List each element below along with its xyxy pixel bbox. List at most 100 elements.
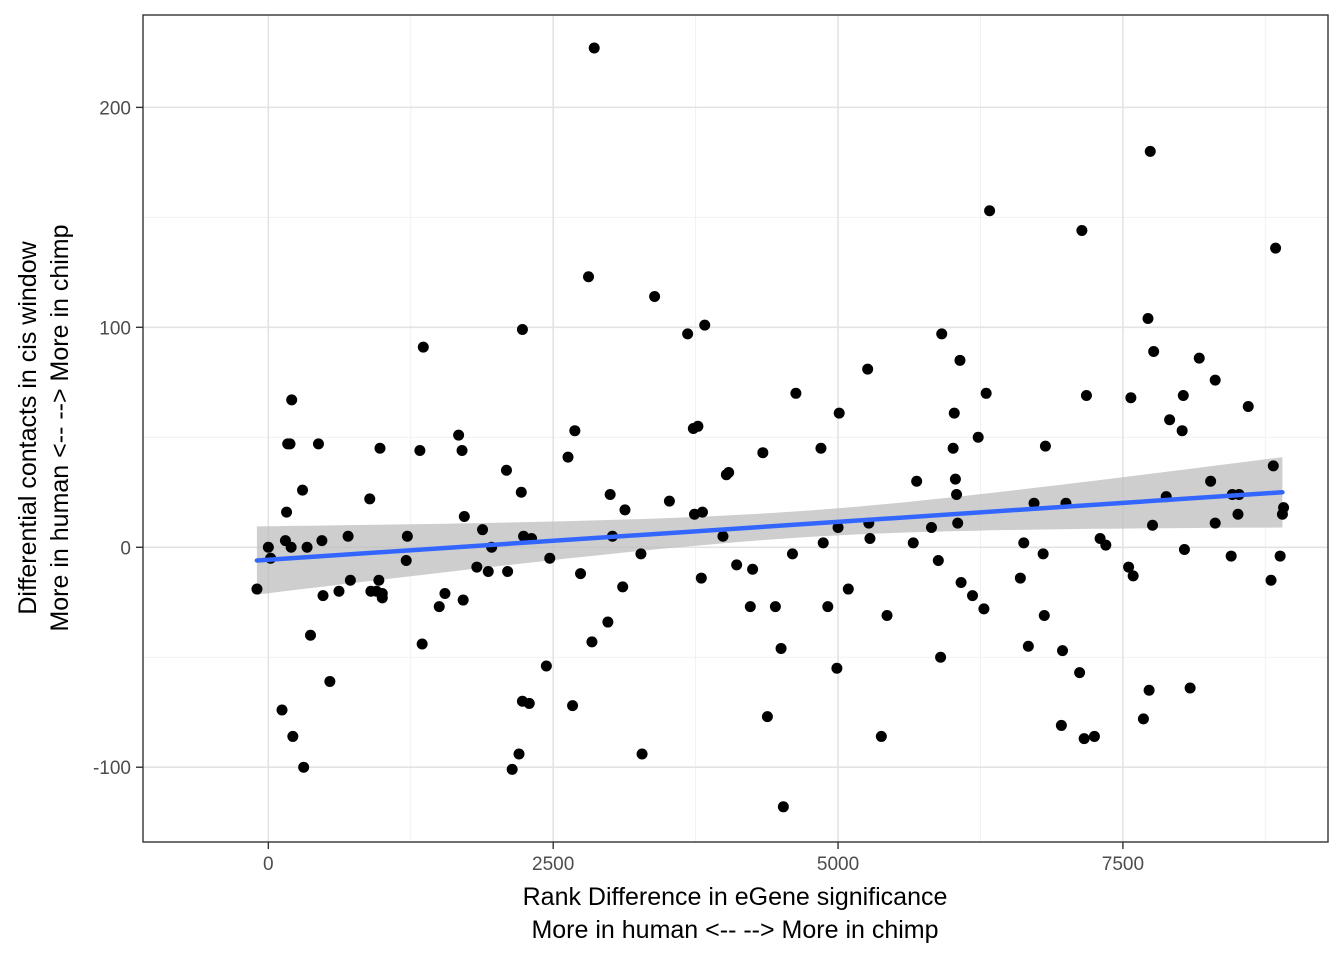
- data-point: [1143, 684, 1155, 696]
- data-point: [1267, 460, 1279, 472]
- data-point: [947, 442, 959, 454]
- data-point: [649, 291, 661, 303]
- data-point: [604, 488, 616, 500]
- data-point: [333, 585, 345, 597]
- data-point: [1137, 713, 1149, 725]
- data-point: [1074, 667, 1086, 679]
- data-point: [513, 748, 525, 760]
- data-point: [457, 594, 469, 606]
- data-point: [298, 761, 310, 773]
- data-point: [1076, 225, 1088, 237]
- data-point: [567, 700, 579, 712]
- data-point: [747, 563, 759, 575]
- data-point: [515, 486, 527, 498]
- data-point: [342, 530, 354, 542]
- data-point: [376, 592, 388, 604]
- data-point: [881, 609, 893, 621]
- data-point: [1164, 414, 1176, 426]
- data-point: [312, 438, 324, 450]
- data-point: [1184, 682, 1196, 694]
- data-point: [287, 730, 299, 742]
- data-point: [433, 601, 445, 613]
- data-point: [972, 431, 984, 443]
- data-point: [980, 387, 992, 399]
- data-point: [500, 464, 512, 476]
- data-point: [456, 444, 468, 456]
- data-point: [1144, 145, 1156, 157]
- data-point: [757, 447, 769, 459]
- data-point: [1088, 730, 1100, 742]
- data-point: [1265, 574, 1277, 586]
- data-point: [588, 42, 600, 54]
- data-point: [316, 535, 328, 547]
- data-point: [822, 601, 834, 613]
- data-point: [1177, 390, 1189, 402]
- data-point: [744, 601, 756, 613]
- y-axis-title-line1: Differential contacts in cis window: [14, 240, 42, 614]
- data-point: [967, 590, 978, 602]
- data-point: [471, 561, 483, 573]
- data-point: [769, 601, 781, 613]
- data-point: [414, 444, 426, 456]
- data-point: [831, 662, 843, 674]
- data-point: [717, 530, 729, 542]
- data-point: [1278, 502, 1290, 514]
- y-tick-label: 0: [120, 538, 131, 559]
- data-point: [635, 548, 647, 560]
- data-point: [453, 429, 465, 441]
- data-point: [1232, 508, 1244, 520]
- x-axis-title-line2: More in human <-- --> More in chimp: [531, 916, 938, 944]
- data-point: [297, 484, 309, 496]
- data-point: [284, 438, 296, 450]
- data-point: [692, 420, 704, 432]
- data-point: [1242, 401, 1254, 413]
- data-point: [1039, 440, 1051, 452]
- data-point: [374, 442, 386, 454]
- x-axis-ticks: 0 2500 5000 7500: [263, 842, 1144, 875]
- data-point: [696, 506, 708, 518]
- data-point: [439, 587, 451, 599]
- y-axis-ticks: -100 0 100 200: [93, 98, 143, 779]
- data-point: [907, 537, 919, 549]
- data-point: [523, 697, 535, 709]
- data-point: [540, 660, 552, 672]
- data-point: [619, 504, 631, 516]
- data-point: [949, 473, 961, 485]
- data-point: [1123, 561, 1135, 573]
- data-point: [911, 475, 923, 487]
- data-point: [373, 574, 385, 586]
- data-point: [1270, 242, 1282, 254]
- data-point: [1209, 374, 1221, 386]
- data-point: [617, 581, 629, 593]
- data-point: [583, 271, 595, 283]
- data-point: [1055, 719, 1067, 731]
- data-point: [786, 548, 798, 560]
- y-tick-label: 200: [99, 98, 131, 119]
- data-point: [276, 704, 288, 716]
- data-point: [317, 590, 329, 602]
- data-point: [569, 425, 581, 437]
- data-point: [775, 642, 787, 654]
- data-point: [954, 354, 966, 366]
- data-point: [458, 510, 470, 522]
- data-point: [1125, 392, 1137, 404]
- x-tick-label: 5000: [817, 854, 859, 875]
- data-point: [477, 524, 489, 536]
- data-point: [636, 748, 648, 760]
- data-point: [777, 801, 789, 813]
- data-point: [731, 559, 743, 571]
- data-point: [978, 603, 990, 615]
- data-point: [482, 565, 494, 577]
- data-point: [1018, 537, 1030, 549]
- data-point: [1274, 550, 1286, 562]
- data-point: [952, 517, 964, 529]
- data-point: [286, 394, 298, 406]
- data-point: [1038, 609, 1050, 621]
- data-point: [936, 328, 948, 340]
- data-point: [1193, 352, 1205, 364]
- data-point: [304, 629, 316, 641]
- data-point: [262, 541, 274, 553]
- data-point: [1176, 425, 1188, 437]
